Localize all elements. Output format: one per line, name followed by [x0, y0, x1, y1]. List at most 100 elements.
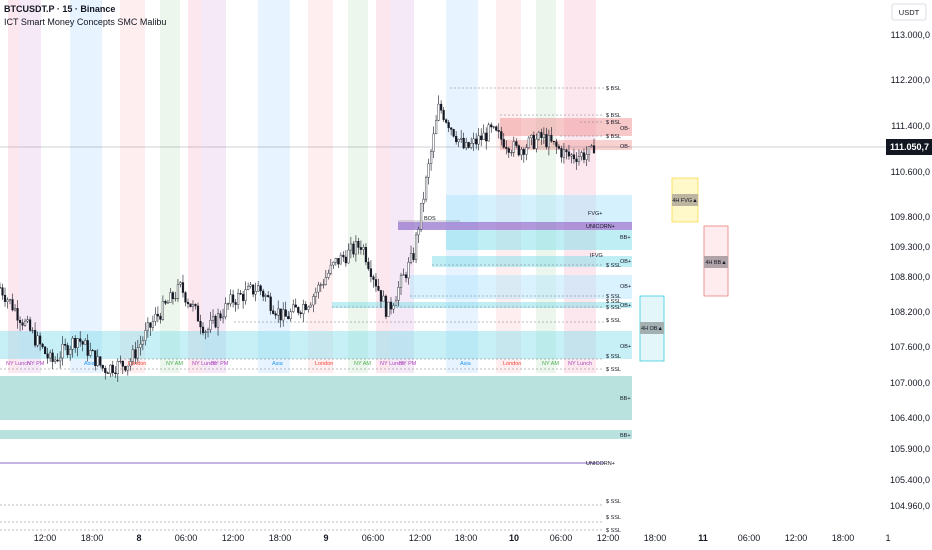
htf-zones: 4H FVG▲ 4H BB▲ 4H OB▲	[639, 177, 729, 362]
candle-body	[0, 287, 2, 289]
candle-body	[279, 308, 282, 321]
candle-body	[422, 198, 425, 204]
candle-body	[121, 360, 124, 367]
candle-body	[211, 316, 215, 321]
candle-body	[575, 158, 578, 162]
candle-body	[244, 289, 247, 301]
candle-body	[282, 309, 285, 321]
candle-body	[194, 304, 197, 307]
zone-label: FVG+	[588, 211, 603, 217]
session-label: NY AM	[354, 361, 371, 367]
zone-label: BB+	[620, 235, 631, 241]
time-tick: 10	[509, 533, 519, 543]
candle-body	[505, 147, 508, 149]
candle-body	[174, 298, 177, 300]
candle-body	[166, 302, 170, 304]
candle-body	[292, 304, 295, 313]
session-background-stripes	[8, 0, 596, 373]
candle-body	[49, 352, 52, 359]
zone-label: OB+	[620, 284, 631, 290]
candle-body	[297, 307, 300, 313]
candle-body	[149, 322, 152, 328]
candle-body	[61, 344, 64, 359]
candle-body	[89, 350, 92, 356]
candle-body	[161, 300, 165, 320]
candle-body	[254, 291, 257, 295]
candle-body	[247, 286, 250, 290]
zone-label: OB-	[620, 126, 630, 132]
candlestick-series	[0, 95, 596, 382]
candle-body	[562, 149, 566, 158]
candle-body	[6, 299, 9, 302]
candle-body	[354, 241, 357, 255]
candle-body	[447, 122, 450, 129]
zone-label: OB+	[620, 344, 631, 350]
candle-body	[151, 321, 154, 328]
candle-body	[450, 127, 453, 130]
ob-minus-zone	[500, 118, 632, 136]
time-tick: 18:00	[644, 533, 667, 543]
time-tick: 06:00	[550, 533, 573, 543]
price-tick: 109.800,0	[890, 212, 930, 222]
candle-body	[367, 261, 370, 269]
price-tick: 106.400,0	[890, 413, 930, 423]
candle-body	[289, 311, 292, 320]
candle-body	[414, 234, 418, 260]
candle-body	[429, 151, 433, 164]
candle-body	[432, 133, 435, 152]
candle-body	[54, 359, 57, 362]
time-tick: 12:00	[597, 533, 620, 543]
candle-body	[56, 359, 59, 362]
candle-body	[144, 330, 147, 341]
candle-body	[527, 137, 530, 148]
htf-bb-label: 4H BB▲	[705, 260, 726, 266]
candle-body	[64, 344, 67, 346]
candle-body	[585, 154, 588, 160]
candle-body	[46, 353, 49, 359]
session-label: NY Lunch	[192, 361, 216, 367]
candle-body	[257, 285, 260, 292]
candle-body	[109, 364, 112, 374]
candle-body	[179, 282, 182, 285]
candle-body	[106, 372, 109, 374]
candle-body	[497, 130, 500, 132]
candle-body	[485, 132, 488, 142]
candle-body	[507, 148, 510, 153]
candle-body	[535, 138, 538, 149]
candle-body	[317, 284, 320, 293]
candle-body	[349, 243, 352, 251]
candle-body	[555, 141, 558, 147]
candle-body	[31, 330, 34, 332]
symbol-title: BTCUSDT.P · 15 · Binance	[4, 4, 116, 14]
time-tick: 8	[136, 533, 141, 543]
candle-body	[239, 293, 242, 295]
zone-label: $ SSL	[606, 499, 621, 505]
ob-plus-zone	[410, 275, 632, 299]
ob-plus-zone	[332, 302, 632, 308]
candle-body	[465, 142, 468, 149]
candle-body	[267, 295, 270, 298]
candle-body	[111, 364, 114, 374]
candle-body	[382, 295, 385, 302]
candle-body	[482, 132, 485, 141]
candle-body	[41, 343, 44, 348]
candle-body	[51, 352, 54, 362]
candle-body	[502, 139, 505, 148]
candle-body	[329, 264, 332, 274]
candle-body	[480, 135, 483, 141]
candle-body	[577, 156, 581, 162]
candle-body	[69, 348, 72, 355]
candle-body	[520, 149, 523, 156]
candle-body	[344, 256, 347, 264]
candle-body	[26, 319, 29, 322]
candle-body	[181, 282, 185, 293]
session-label: Asia	[272, 361, 284, 367]
zone-label: BB+	[620, 433, 631, 439]
candle-body	[455, 136, 458, 143]
candle-body	[339, 254, 342, 265]
zone-label: $ SSL	[606, 354, 621, 360]
time-axis[interactable]: 12:00 18:00 8 06:00 12:00 18:00 9 06:00 …	[34, 533, 891, 543]
price-tick: 105.400,0	[890, 475, 930, 485]
price-axis[interactable]: USDT 113.000,0 112.200,0 111.400,0 110.6…	[886, 0, 932, 550]
